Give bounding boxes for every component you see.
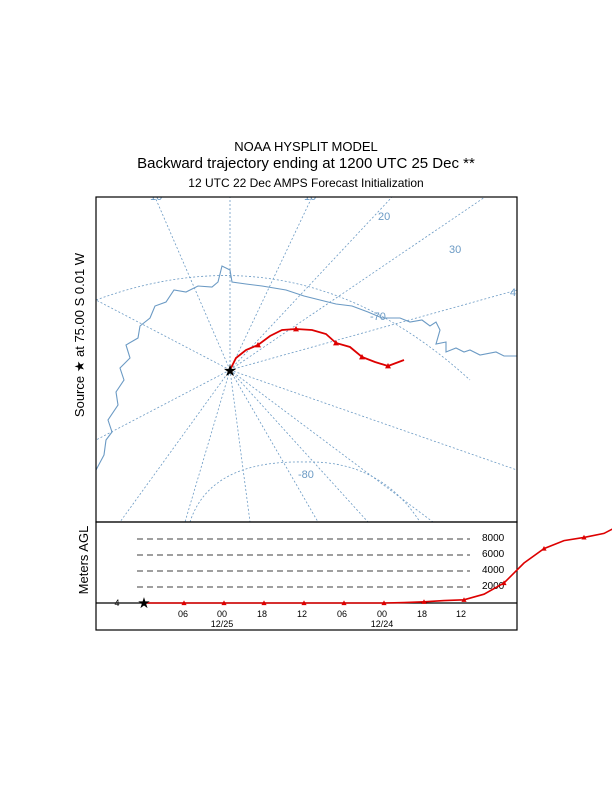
trajectory-map: [229, 326, 405, 371]
source-star-height-icon: ★: [137, 595, 150, 612]
chart-title: Backward trajectory ending at 1200 UTC 2…: [137, 155, 475, 172]
level-label: 6000: [482, 549, 505, 560]
time-tick-label: 00: [377, 609, 387, 619]
meridian-line: [184, 369, 231, 522]
time-tick-label: 18: [417, 609, 427, 619]
meridian-line: [154, 197, 231, 371]
meridian-lines: [96, 197, 517, 522]
parallel-80: [189, 461, 421, 522]
meridian-label: 10: [304, 191, 316, 203]
meridian-line: [96, 299, 231, 371]
height-trajectory-marker: [221, 600, 227, 606]
meridian-line: [229, 369, 517, 471]
parallel-lines: [96, 275, 471, 522]
map-trajectory-marker: [359, 354, 365, 360]
level-label: 2000: [482, 581, 505, 592]
level-labels: 8000 6000 4000 2000: [482, 533, 505, 592]
map-ylabel: Source ★ at 75.00 S 0.01 W: [72, 252, 87, 418]
height-trajectory-marker: [381, 600, 387, 606]
meridian-line: [229, 289, 517, 371]
meridian-line: [229, 369, 369, 522]
height-frame: [95, 521, 518, 631]
meridian-line: [229, 369, 434, 522]
parallel-label: -80: [298, 469, 314, 481]
meridian-label: 40: [510, 287, 522, 299]
meridian-label: 30: [449, 244, 461, 256]
map-panel: 10 10 20 30 40 -70 -80 ★: [96, 191, 522, 522]
model-name: NOAA HYSPLIT MODEL: [234, 139, 378, 154]
meridian-line: [229, 369, 319, 522]
meridian-line: [229, 197, 486, 371]
parallel-label: -70: [370, 311, 386, 323]
time-tick-label: 06: [337, 609, 347, 619]
level-label: 8000: [482, 533, 505, 544]
time-tick-label: 12: [456, 609, 466, 619]
source-star-icon: ★: [223, 363, 237, 380]
map-trajectory-marker: [333, 340, 339, 346]
height-ylabel: Meters AGL: [76, 525, 91, 595]
meridian-line: [229, 197, 393, 371]
map-trajectory-marker: [293, 326, 299, 332]
coastline: [96, 265, 517, 471]
trajectory-height: [144, 528, 612, 606]
time-tick-label: 06: [178, 609, 188, 619]
time-ticks: 06 00 18 12 06 00 18 12 12/25 12/24: [178, 609, 466, 629]
height-trajectory-marker: [581, 534, 587, 540]
meridian-line: [229, 369, 251, 522]
map-trajectory-marker: [385, 363, 391, 369]
date-label: 12/24: [371, 619, 394, 629]
height-trajectory-marker: [541, 546, 547, 551]
height-panel: 8000 6000 4000 2000 06 00 18 12 06 00 18…: [95, 521, 612, 631]
meridian-label: 20: [378, 211, 390, 223]
time-tick-label: 12: [297, 609, 307, 619]
meridian-label: 10: [150, 191, 162, 203]
height-trajectory-marker: [461, 597, 467, 602]
height-trajectory-marker: [341, 600, 347, 606]
height-trajectory-marker: [261, 600, 267, 606]
chart-subtitle: 12 UTC 22 Dec AMPS Forecast Initializati…: [188, 176, 424, 190]
height-trajectory-marker: [181, 600, 187, 606]
level-label: 4000: [482, 565, 505, 576]
map-trajectory-marker: [255, 342, 261, 348]
meridian-line: [119, 369, 231, 522]
date-label: 12/25: [211, 619, 234, 629]
map-labels: 10 10 20 30 40 -70 -80: [150, 191, 522, 481]
height-small-label: 4: [114, 598, 119, 608]
parallel-70: [96, 275, 471, 381]
meridian-line: [96, 369, 231, 441]
time-tick-label: 18: [257, 609, 267, 619]
height-trajectory-marker: [501, 580, 507, 586]
level-lines: [137, 538, 470, 588]
map-trajectory-line: [229, 328, 405, 371]
height-trajectory-marker: [301, 600, 307, 606]
time-tick-label: 00: [217, 609, 227, 619]
height-trajectory-line: [144, 528, 612, 604]
height-trajectory-marker: [421, 599, 427, 604]
